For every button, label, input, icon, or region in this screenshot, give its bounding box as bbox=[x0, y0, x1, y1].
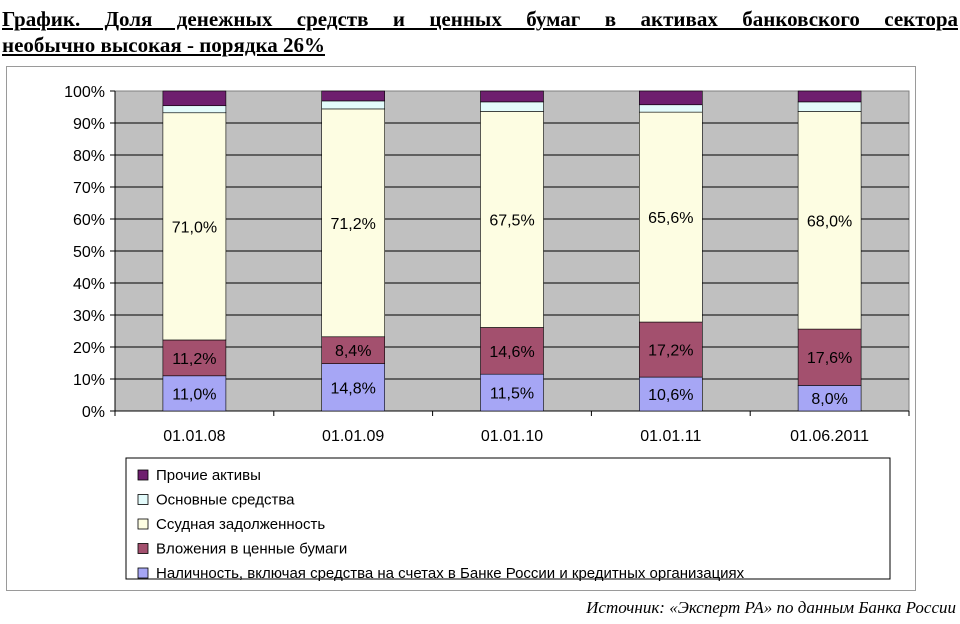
bar-segment bbox=[321, 90, 386, 102]
chart-title: График. Доля денежных средств и ценных б… bbox=[2, 6, 958, 58]
bar-segment bbox=[480, 327, 544, 375]
legend-label: Наличность, включая средства на счетах в… bbox=[156, 565, 745, 582]
data-label: 17,2% bbox=[648, 343, 693, 360]
x-tick-label: 01.01.08 bbox=[163, 428, 225, 445]
bar-segment bbox=[321, 363, 386, 412]
y-tick-label: 80% bbox=[73, 148, 105, 165]
legend-swatch bbox=[137, 469, 149, 481]
chart-title-line2: необычно высокая - порядка 26% bbox=[2, 33, 325, 57]
data-label: 67,5% bbox=[489, 212, 534, 229]
bar-segment bbox=[638, 90, 703, 106]
bar-segment bbox=[638, 111, 703, 323]
y-tick-label: 30% bbox=[73, 308, 105, 325]
legend-swatch bbox=[137, 518, 149, 530]
legend-box bbox=[125, 457, 891, 580]
bar-segment bbox=[162, 375, 227, 412]
data-label: 14,8% bbox=[331, 380, 376, 397]
bar-segment bbox=[162, 105, 227, 114]
chart-title-line1: График. Доля денежных средств и ценных б… bbox=[2, 7, 958, 31]
y-tick-label: 90% bbox=[73, 116, 105, 133]
x-tick-label: 01.01.09 bbox=[322, 428, 384, 445]
data-label: 71,0% bbox=[172, 219, 217, 236]
x-tick-label: 01.06.2011 bbox=[790, 428, 869, 445]
data-label: 65,6% bbox=[648, 210, 693, 227]
y-tick-label: 20% bbox=[73, 340, 105, 357]
y-tick-label: 100% bbox=[64, 84, 105, 101]
y-tick-label: 60% bbox=[73, 212, 105, 229]
bar-segment bbox=[162, 339, 227, 377]
data-label: 10,6% bbox=[648, 387, 693, 404]
legend-label: Вложения в ценные бумаги bbox=[156, 541, 347, 558]
x-tick-label: 01.01.10 bbox=[481, 428, 543, 445]
bar-segment bbox=[480, 101, 544, 112]
y-tick-label: 40% bbox=[73, 276, 105, 293]
legend-label: Ссудная задолженность bbox=[156, 516, 325, 533]
x-tick-label: 01.01.11 bbox=[640, 428, 701, 445]
y-tick-label: 50% bbox=[73, 244, 105, 261]
legend-swatch bbox=[137, 567, 149, 579]
bar-segment bbox=[162, 90, 227, 107]
bar-segment bbox=[480, 111, 544, 328]
y-tick-label: 0% bbox=[82, 404, 105, 421]
chart-frame: 0% 10% 20% 30% 40% 50% 60% 70% 80% 90% 100% 11,0% 11… bbox=[6, 66, 916, 591]
legend-swatch bbox=[137, 543, 149, 554]
bar-segment bbox=[321, 108, 386, 338]
bar-segment bbox=[797, 90, 862, 103]
bar-segment bbox=[638, 104, 703, 113]
legend-label: Основные средства bbox=[156, 492, 295, 509]
bar-segment bbox=[638, 321, 703, 378]
data-label: 71,2% bbox=[331, 216, 376, 233]
data-label: 11,2% bbox=[172, 351, 216, 368]
bar-segment bbox=[797, 385, 862, 412]
data-label: 11,5% bbox=[490, 386, 534, 403]
data-label: 8,4% bbox=[335, 343, 371, 360]
bar-segment bbox=[797, 101, 862, 112]
data-label: 68,0% bbox=[807, 213, 852, 230]
data-label: 11,0% bbox=[172, 386, 216, 403]
source-note: Источник: «Эксперт РА» по данным Банка Р… bbox=[586, 598, 956, 617]
data-label: 14,6% bbox=[489, 344, 534, 361]
bar-segment bbox=[797, 328, 862, 386]
y-tick-label: 70% bbox=[73, 180, 105, 197]
bar-segment bbox=[321, 336, 386, 364]
legend-swatch bbox=[137, 494, 149, 505]
y-tick-label: 10% bbox=[73, 372, 105, 389]
bar-segment bbox=[480, 373, 544, 412]
bar-segment bbox=[480, 90, 544, 103]
data-label: 17,6% bbox=[807, 350, 852, 367]
data-label: 8,0% bbox=[811, 391, 847, 408]
bar-segment bbox=[638, 376, 703, 412]
legend-label: Прочие активы bbox=[156, 467, 261, 484]
stacked-bar-chart: 0% 10% 20% 30% 40% 50% 60% 70% 80% 90% 100% 11,0% 11… bbox=[64, 84, 910, 582]
bar-segment bbox=[321, 100, 386, 110]
